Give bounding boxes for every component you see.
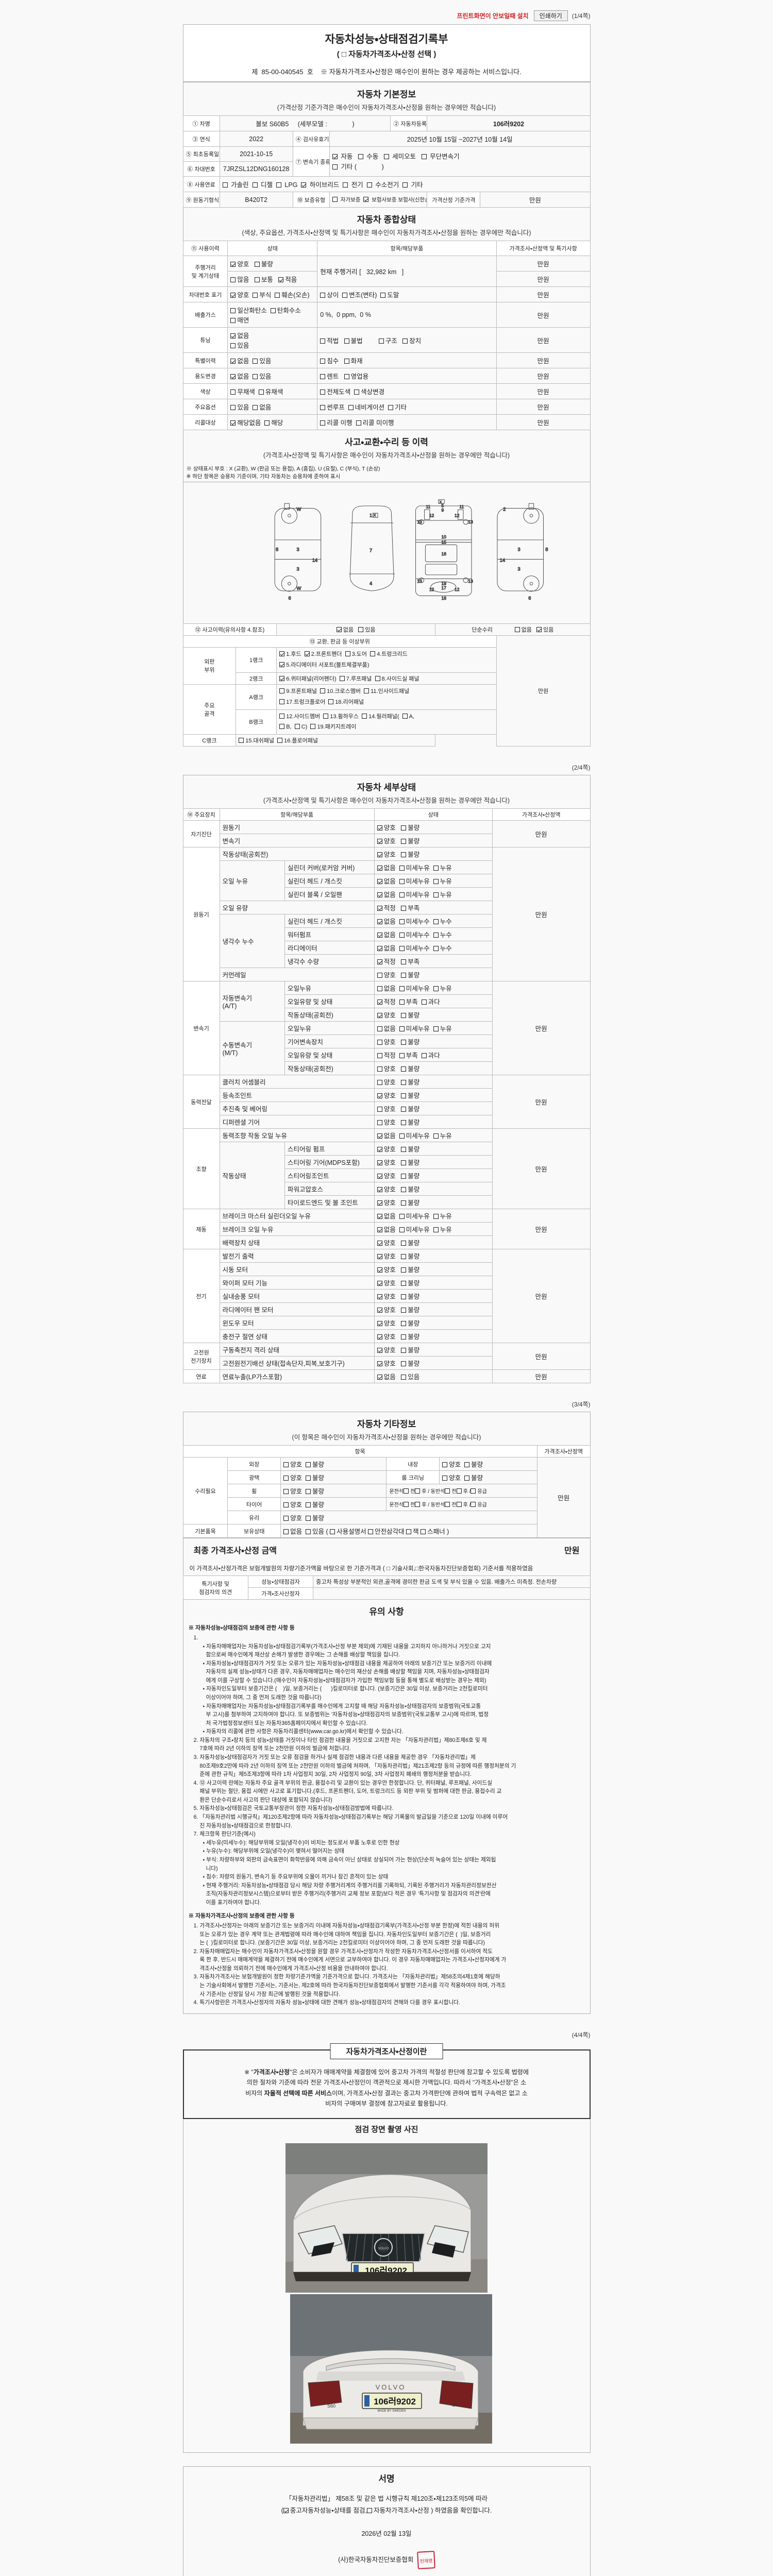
svg-text:3: 3	[518, 547, 520, 552]
svg-text:MADE BY SWEDEN: MADE BY SWEDEN	[378, 2410, 406, 2413]
svg-text:13: 13	[417, 579, 422, 584]
svg-text:1: 1	[369, 513, 372, 518]
svg-text:VOLVO: VOLVO	[376, 2383, 406, 2391]
svg-text:8: 8	[545, 547, 548, 552]
svg-text:S60: S60	[327, 2403, 335, 2409]
svg-text:3: 3	[297, 547, 299, 552]
svg-text:8: 8	[276, 547, 278, 552]
svg-text:15: 15	[442, 539, 447, 545]
svg-text:10: 10	[442, 534, 447, 539]
svg-text:VOLVO: VOLVO	[378, 2247, 389, 2250]
svg-text:17: 17	[442, 585, 447, 590]
svg-text:3: 3	[518, 566, 520, 571]
svg-text:2: 2	[503, 506, 506, 512]
svg-text:7: 7	[369, 548, 372, 553]
svg-text:14: 14	[500, 557, 505, 563]
svg-text:14: 14	[312, 557, 317, 563]
svg-text:12: 12	[455, 587, 460, 592]
svg-text:6: 6	[528, 595, 531, 601]
svg-text:12: 12	[429, 513, 434, 518]
svg-text:6: 6	[289, 595, 291, 601]
svg-text:B5: B5	[452, 2402, 458, 2408]
svg-text:18: 18	[442, 596, 447, 601]
svg-text:3: 3	[297, 566, 299, 571]
svg-text:13: 13	[417, 519, 422, 524]
svg-text:11: 11	[459, 504, 464, 510]
svg-text:4: 4	[369, 581, 372, 586]
svg-text:12: 12	[429, 587, 434, 592]
svg-text:16: 16	[442, 551, 447, 556]
svg-text:11: 11	[426, 504, 430, 510]
svg-text:9: 9	[442, 507, 444, 513]
svg-text:13: 13	[468, 519, 473, 524]
svg-text:106러9202: 106러9202	[374, 2397, 416, 2406]
svg-text:W: W	[297, 506, 301, 512]
svg-text:12: 12	[455, 513, 460, 518]
svg-text:X: X	[374, 513, 376, 518]
svg-text:13: 13	[468, 579, 473, 584]
svg-text:W: W	[297, 585, 301, 591]
